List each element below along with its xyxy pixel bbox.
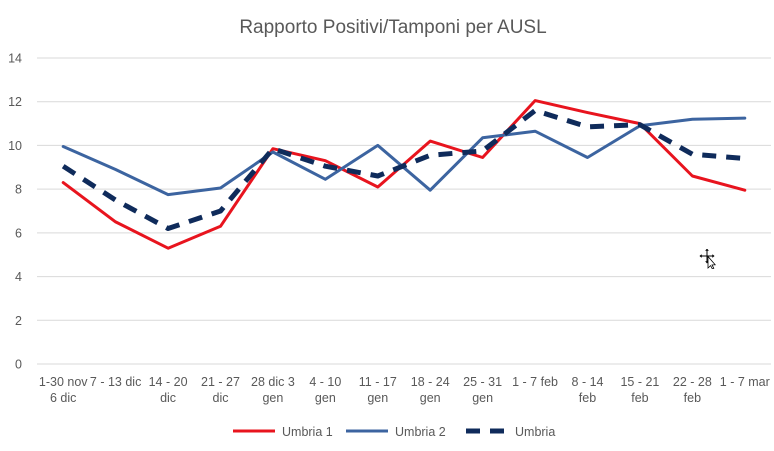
series-line-umbria (61, 108, 746, 231)
chart-title: Rapporto Positivi/Tamponi per AUSL (239, 17, 546, 38)
x-tick-label: 8 - 14 feb (572, 375, 604, 405)
y-axis-ticks: 0 2 4 6 8 10 12 14 (8, 52, 22, 372)
x-tick-label: 14 - 20 dic (149, 375, 188, 405)
legend-label: Umbria 2 (395, 425, 446, 439)
legend: Umbria 1 Umbria 2 Umbria (233, 425, 555, 439)
gridlines (37, 57, 771, 365)
x-tick-label: 1 - 7 feb (512, 375, 558, 389)
y-tick-label: 0 (15, 358, 22, 372)
x-tick-label: 11 - 17 gen (359, 375, 397, 405)
y-tick-label: 8 (15, 183, 22, 197)
legend-label: Umbria 1 (282, 425, 333, 439)
x-tick-label: 18 - 24 gen (411, 375, 450, 405)
series-line-umbria-2 (61, 116, 747, 197)
x-tick-label: 22 - 28 feb (673, 375, 712, 405)
series-line-umbria-1 (61, 99, 747, 250)
legend-label: Umbria (515, 425, 555, 439)
x-tick-label: 25 - 31 gen (463, 375, 502, 405)
x-tick-label: 4 - 10 gen (309, 375, 341, 405)
x-tick-label: 28 dic 3 gen (251, 375, 295, 405)
move-cursor-icon (698, 247, 716, 269)
y-tick-label: 10 (8, 139, 22, 153)
series-lines (61, 99, 747, 250)
y-tick-label: 12 (8, 95, 22, 109)
x-tick-label: 1 - 7 mar (720, 375, 770, 389)
y-tick-label: 2 (15, 314, 22, 328)
y-tick-label: 6 (15, 226, 22, 240)
x-tick-label: 21 - 27 dic (201, 375, 240, 405)
x-tick-label: 1-30 nov 6 dic (39, 375, 88, 405)
x-tick-label: 7 - 13 dic (90, 375, 141, 389)
y-tick-label: 14 (8, 52, 22, 66)
x-tick-label: 15 - 21 feb (620, 375, 659, 405)
y-tick-label: 4 (15, 270, 22, 284)
